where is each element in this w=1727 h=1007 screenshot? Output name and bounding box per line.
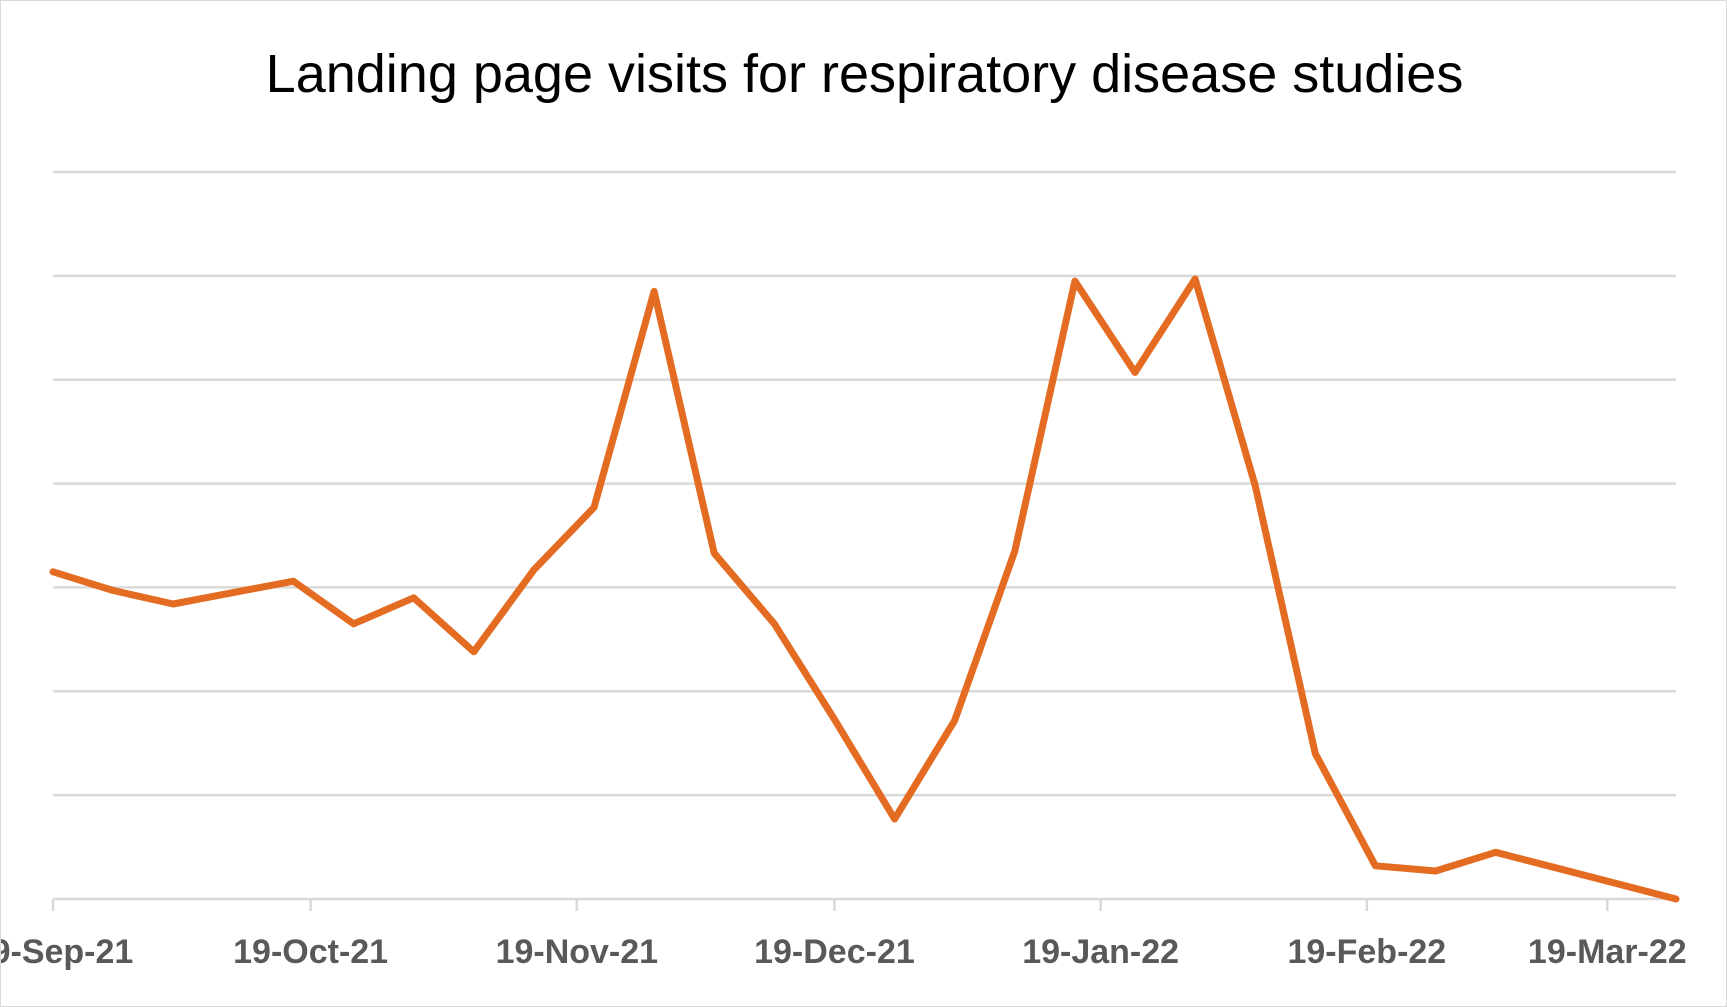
data-point [591,504,597,511]
data-point [530,566,537,573]
x-tick-label: 19-Dec-21 [754,933,915,971]
data-point [1492,849,1499,856]
data-point [1612,880,1619,887]
data-point [1312,750,1319,757]
chart-title: Landing page visits for respiratory dise… [265,44,1464,104]
data-point [170,601,177,608]
series-line-1 [49,275,1680,903]
data-point [891,816,898,823]
data-point [110,587,117,594]
data-point [1252,482,1259,489]
x-tick-label: 19-Jan-22 [1022,933,1179,971]
data-point [771,620,778,627]
x-tick-label: 19-Nov-21 [496,933,659,971]
x-tick-label: 19-Oct-21 [233,933,388,971]
data-point [290,578,297,585]
data-point [1372,862,1379,869]
data-point [1673,896,1679,902]
data-point [410,594,417,601]
data-point [651,288,658,295]
x-axis [51,897,1676,911]
data-point [1132,369,1138,376]
data-point [831,716,838,723]
data-point [350,620,357,627]
x-tick-labels: 19-Sep-21 19-Oct-21 19-Nov-21 19-Dec-21 19-J… [1,933,1687,971]
x-tick-label: 19-Feb-22 [1287,933,1446,971]
data-point [1552,864,1559,871]
x-tick-label: 19-Sep-21 [1,933,133,971]
series-layer [49,275,1680,903]
data-point [230,589,237,596]
data-point [1011,548,1018,555]
data-point [951,717,958,724]
data-point [1192,275,1199,282]
gridlines [53,170,1676,797]
data-point [1432,867,1439,874]
data-point [711,550,718,557]
data-point [470,648,477,655]
x-tick-label: 19-Mar-22 [1528,933,1687,971]
data-point [1071,278,1078,285]
data-point [50,568,56,575]
